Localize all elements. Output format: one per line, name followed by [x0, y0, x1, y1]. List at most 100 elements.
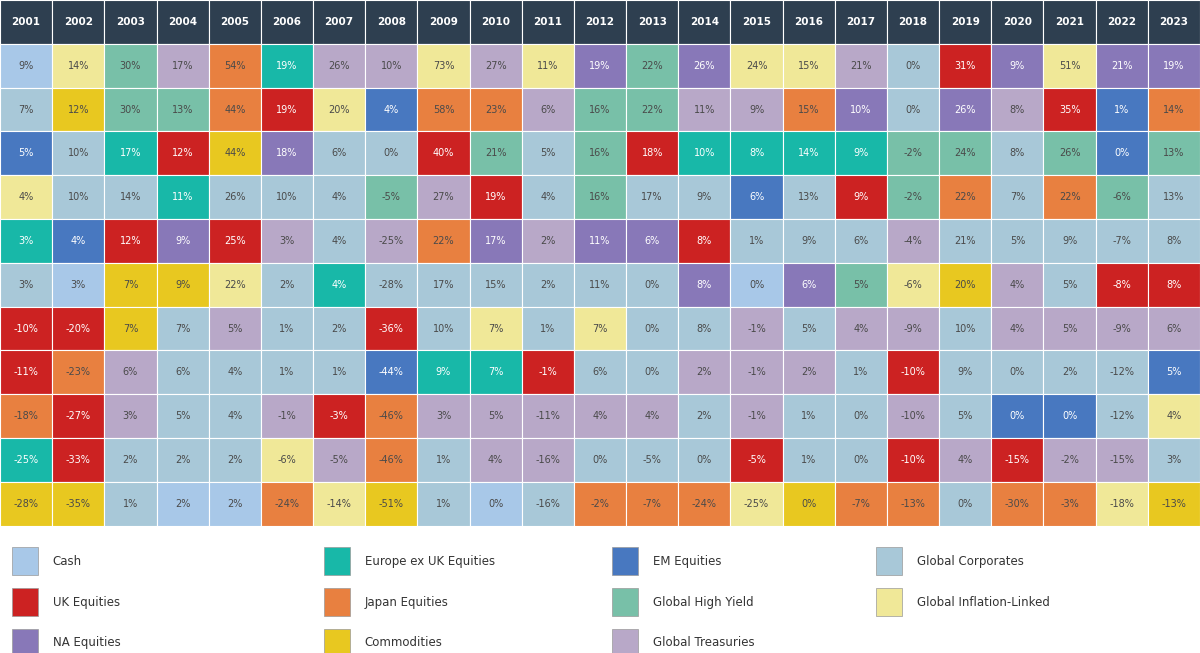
Bar: [209, 219, 260, 263]
Text: 0%: 0%: [749, 279, 764, 290]
Text: 6%: 6%: [853, 236, 869, 246]
Text: 1%: 1%: [802, 455, 816, 465]
Bar: [313, 44, 365, 88]
Text: 2%: 2%: [122, 455, 138, 465]
Bar: [678, 351, 731, 394]
Bar: [52, 88, 104, 131]
Text: -9%: -9%: [1112, 323, 1132, 334]
Bar: [469, 307, 522, 351]
Text: -12%: -12%: [1109, 411, 1134, 421]
Text: -46%: -46%: [379, 411, 403, 421]
Bar: [522, 263, 574, 307]
Text: 44%: 44%: [224, 104, 246, 114]
Text: 15%: 15%: [798, 61, 820, 71]
Text: 22%: 22%: [954, 192, 976, 202]
Bar: [469, 351, 522, 394]
Text: -30%: -30%: [1004, 499, 1030, 509]
Bar: [835, 482, 887, 526]
Text: 3%: 3%: [436, 411, 451, 421]
Text: 10%: 10%: [954, 323, 976, 334]
Bar: [1096, 351, 1148, 394]
Text: 3%: 3%: [18, 236, 34, 246]
Bar: [104, 44, 156, 88]
Text: 6%: 6%: [593, 368, 607, 377]
Bar: [365, 263, 418, 307]
Bar: [678, 263, 731, 307]
FancyBboxPatch shape: [324, 588, 350, 616]
Bar: [0, 263, 52, 307]
Bar: [731, 0, 782, 44]
Text: 2018: 2018: [899, 17, 928, 27]
Text: 1%: 1%: [280, 368, 294, 377]
Bar: [782, 219, 835, 263]
Text: EM Equities: EM Equities: [653, 555, 721, 568]
Text: 4%: 4%: [853, 323, 869, 334]
Bar: [1096, 219, 1148, 263]
Text: 1%: 1%: [331, 368, 347, 377]
Bar: [1148, 0, 1200, 44]
Bar: [1148, 438, 1200, 482]
Bar: [574, 88, 626, 131]
Text: 2003: 2003: [116, 17, 145, 27]
Text: Europe ex UK Equities: Europe ex UK Equities: [365, 555, 494, 568]
Text: 17%: 17%: [120, 148, 142, 158]
Text: 3%: 3%: [18, 279, 34, 290]
Bar: [678, 438, 731, 482]
Text: 10%: 10%: [380, 61, 402, 71]
Bar: [313, 88, 365, 131]
Text: -13%: -13%: [1162, 499, 1187, 509]
Bar: [1148, 351, 1200, 394]
Bar: [418, 394, 469, 438]
Text: Japan Equities: Japan Equities: [365, 596, 449, 609]
Bar: [782, 351, 835, 394]
Bar: [782, 131, 835, 175]
Bar: [782, 44, 835, 88]
Bar: [52, 482, 104, 526]
Text: 5%: 5%: [802, 323, 816, 334]
Bar: [940, 0, 991, 44]
Bar: [1044, 351, 1096, 394]
Text: 11%: 11%: [589, 236, 611, 246]
Bar: [835, 88, 887, 131]
Text: 10%: 10%: [850, 104, 871, 114]
Text: 15%: 15%: [485, 279, 506, 290]
Text: 9%: 9%: [18, 61, 34, 71]
Bar: [260, 219, 313, 263]
Bar: [365, 44, 418, 88]
Bar: [626, 131, 678, 175]
Bar: [1044, 263, 1096, 307]
Bar: [209, 307, 260, 351]
Bar: [991, 482, 1044, 526]
Bar: [991, 131, 1044, 175]
Bar: [1096, 131, 1148, 175]
Text: -8%: -8%: [1112, 279, 1132, 290]
Text: 4%: 4%: [331, 236, 347, 246]
Bar: [260, 0, 313, 44]
Bar: [991, 44, 1044, 88]
FancyBboxPatch shape: [612, 547, 638, 575]
Text: 0%: 0%: [1009, 368, 1025, 377]
Bar: [260, 88, 313, 131]
Bar: [52, 131, 104, 175]
Text: -24%: -24%: [692, 499, 716, 509]
Bar: [887, 394, 940, 438]
Bar: [209, 131, 260, 175]
Bar: [626, 351, 678, 394]
Text: 2017: 2017: [846, 17, 876, 27]
Bar: [574, 394, 626, 438]
Bar: [104, 394, 156, 438]
Bar: [782, 0, 835, 44]
Text: -25%: -25%: [744, 499, 769, 509]
Text: -10%: -10%: [901, 411, 925, 421]
Text: 26%: 26%: [954, 104, 976, 114]
Text: 27%: 27%: [485, 61, 506, 71]
Text: -7%: -7%: [643, 499, 661, 509]
Bar: [313, 394, 365, 438]
Text: 14%: 14%: [67, 61, 89, 71]
Text: 10%: 10%: [694, 148, 715, 158]
Text: -10%: -10%: [13, 323, 38, 334]
Text: -16%: -16%: [535, 499, 560, 509]
Bar: [209, 263, 260, 307]
Text: -33%: -33%: [66, 455, 91, 465]
Bar: [156, 131, 209, 175]
